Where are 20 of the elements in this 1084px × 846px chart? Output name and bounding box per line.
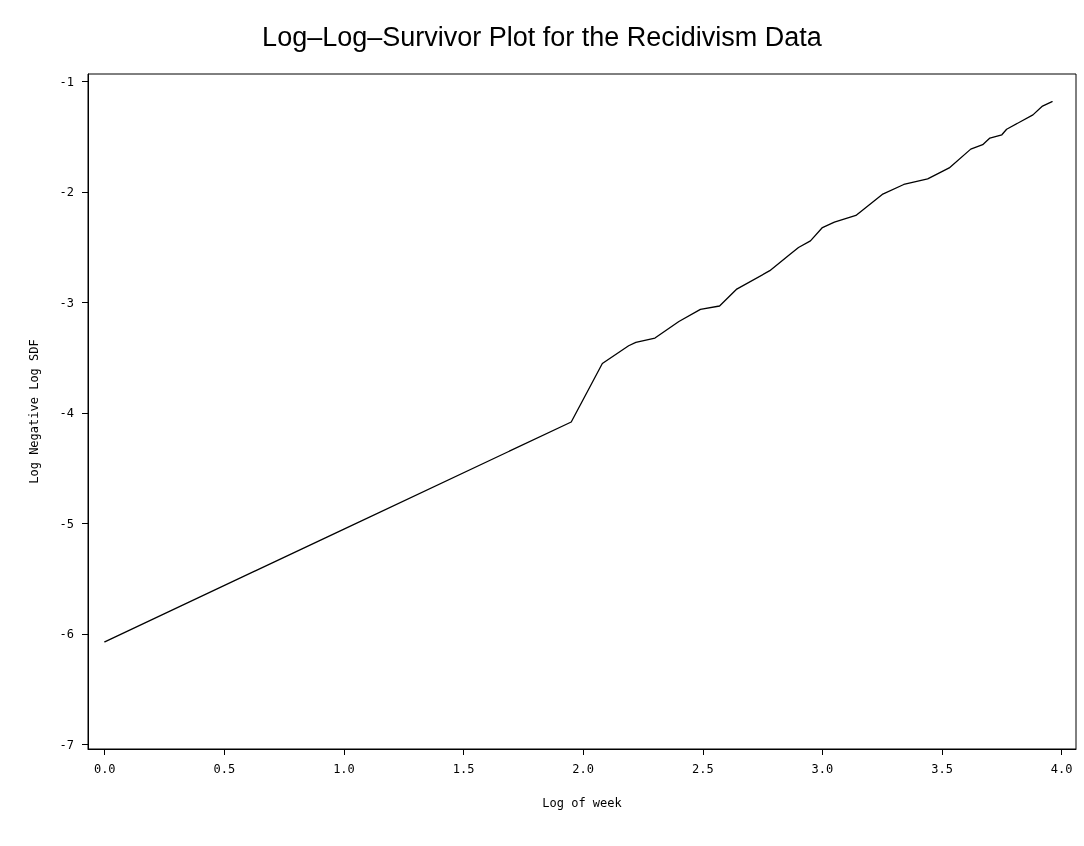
x-tick-label: 0.0 xyxy=(93,762,116,776)
y-tick-label: -6 xyxy=(59,627,74,642)
x-tick-label: 1.0 xyxy=(333,762,355,776)
x-tick-label: 2.5 xyxy=(691,762,714,776)
x-tick-label: 3.5 xyxy=(931,762,953,776)
y-axis-title: Log Negative Log SDF xyxy=(27,339,41,484)
y-tick-label: -4 xyxy=(59,406,74,421)
y-tick-label: -5 xyxy=(59,516,74,531)
y-tick-label: -1 xyxy=(59,74,74,89)
x-tick-label: 3.0 xyxy=(811,762,834,776)
y-tick-label: -3 xyxy=(59,295,74,310)
x-axis-title: Log of week xyxy=(542,796,623,810)
x-tick-label: 1.5 xyxy=(452,762,475,776)
x-tick-label: 2.0 xyxy=(572,762,595,776)
line-series xyxy=(104,100,1053,643)
chart-title: Log–Log–Survivor Plot for the Recidivism Data xyxy=(262,21,823,52)
y-tick-label: -2 xyxy=(59,185,74,200)
y-tick-label: -7 xyxy=(59,737,74,752)
x-tick-label: 4.0 xyxy=(1050,762,1073,776)
x-tick-label: 0.5 xyxy=(213,762,236,776)
